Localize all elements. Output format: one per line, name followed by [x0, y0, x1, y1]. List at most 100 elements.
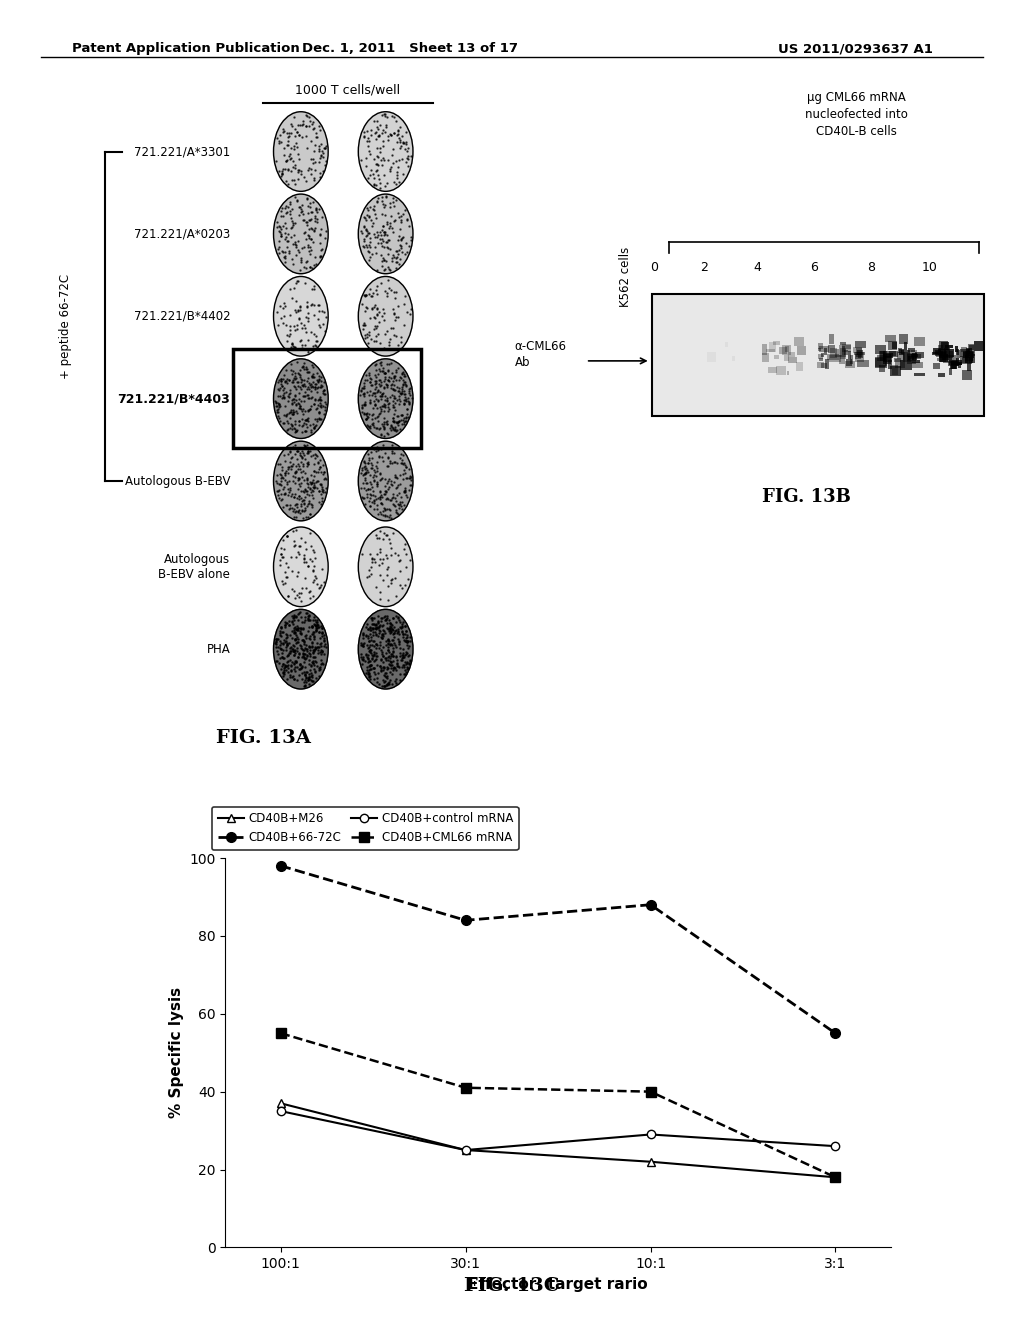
Point — [285, 466, 301, 487]
Point — [291, 603, 307, 624]
Point — [354, 223, 371, 244]
Point — [389, 545, 406, 566]
Point — [270, 392, 287, 413]
Point — [305, 540, 322, 561]
Point — [385, 388, 401, 409]
Bar — [840, 345, 851, 348]
Point — [387, 465, 403, 486]
Bar — [914, 352, 924, 358]
Point — [288, 483, 304, 504]
Point — [393, 618, 410, 639]
Point — [298, 644, 314, 665]
Point — [293, 451, 309, 473]
Point — [390, 606, 407, 627]
Point — [290, 300, 306, 321]
Text: US 2011/0293637 A1: US 2011/0293637 A1 — [778, 42, 933, 55]
Point — [307, 647, 324, 668]
Bar — [967, 363, 971, 371]
Point — [287, 622, 303, 643]
Point — [296, 548, 312, 569]
Point — [292, 653, 308, 675]
Point — [392, 129, 409, 150]
Point — [300, 302, 316, 323]
Point — [293, 160, 309, 181]
Point — [366, 465, 382, 486]
Point — [372, 656, 388, 677]
Point — [294, 416, 310, 437]
Point — [372, 177, 388, 198]
Point — [315, 313, 332, 334]
Point — [307, 639, 324, 660]
Point — [287, 444, 303, 465]
Point — [398, 620, 415, 642]
Point — [304, 153, 321, 174]
Point — [296, 334, 312, 355]
Point — [280, 495, 296, 516]
Point — [293, 251, 309, 272]
Point — [285, 399, 301, 420]
Point — [287, 300, 303, 321]
Point — [385, 638, 401, 659]
Point — [308, 478, 325, 499]
Point — [308, 638, 325, 659]
Point — [294, 318, 310, 339]
Point — [354, 624, 371, 645]
Point — [303, 218, 319, 239]
Point — [360, 664, 377, 685]
Point — [275, 653, 292, 675]
Point — [283, 458, 299, 479]
Point — [297, 638, 313, 659]
Point — [387, 247, 403, 268]
Point — [280, 391, 296, 412]
Point — [399, 645, 416, 667]
Point — [283, 546, 299, 568]
Point — [283, 337, 299, 358]
Point — [379, 282, 395, 304]
Point — [373, 607, 389, 628]
Point — [372, 620, 388, 642]
Point — [303, 669, 319, 690]
Point — [300, 160, 316, 181]
Point — [370, 154, 386, 176]
Point — [385, 317, 401, 338]
Point — [272, 396, 289, 417]
Point — [276, 465, 293, 486]
Point — [379, 375, 395, 396]
Point — [279, 627, 295, 648]
Point — [271, 652, 288, 673]
Point — [390, 378, 407, 399]
Point — [303, 494, 319, 515]
Point — [380, 590, 396, 611]
Point — [287, 630, 303, 651]
Point — [316, 384, 333, 405]
Point — [289, 189, 305, 210]
Point — [388, 174, 404, 195]
Point — [286, 623, 302, 644]
Point — [386, 366, 402, 387]
Point — [394, 649, 411, 671]
Point — [394, 413, 411, 434]
CD40B+control mRNA — [644, 1126, 656, 1142]
Point — [292, 197, 308, 218]
Point — [291, 582, 307, 603]
Point — [369, 145, 385, 166]
Point — [281, 384, 297, 405]
Point — [354, 458, 371, 479]
Point — [374, 190, 390, 211]
Point — [276, 445, 293, 466]
Point — [311, 457, 328, 478]
Point — [272, 539, 289, 560]
Point — [367, 395, 383, 416]
Point — [359, 483, 376, 504]
Point — [292, 445, 308, 466]
Point — [369, 275, 385, 296]
Bar — [232, 350, 421, 447]
Point — [364, 210, 380, 231]
Point — [393, 444, 410, 465]
Bar — [969, 358, 973, 363]
Point — [290, 441, 306, 462]
Point — [311, 660, 328, 681]
Point — [297, 664, 313, 685]
Point — [292, 371, 308, 392]
Point — [283, 147, 299, 168]
